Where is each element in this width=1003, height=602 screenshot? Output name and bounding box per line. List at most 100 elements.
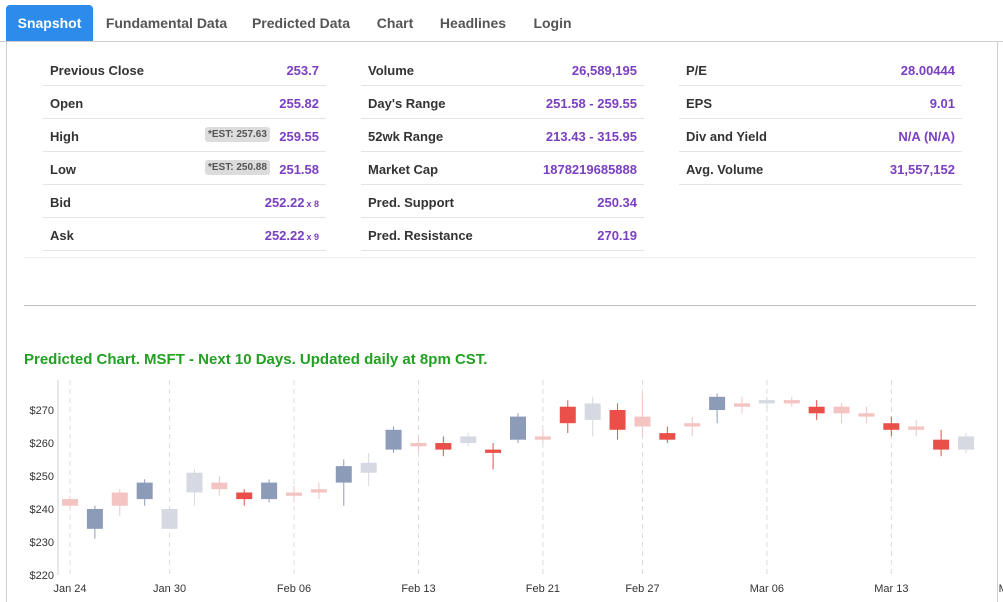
candle-body: [410, 443, 427, 447]
stat-row: Day's Range 251.58 - 259.55: [361, 85, 644, 119]
candle-body: [460, 436, 477, 443]
stat-label: Previous Close: [50, 63, 144, 78]
stat-row: Volume 26,589,195: [361, 52, 644, 86]
candle-body: [808, 406, 825, 414]
candle-body: [659, 433, 676, 440]
stat-value: N/A (N/A): [898, 129, 955, 144]
stat-label: High: [50, 129, 79, 144]
candle-body: [958, 436, 974, 450]
candle-body: [186, 472, 203, 493]
bid-price: 252.22: [264, 195, 305, 210]
candle-body: [435, 443, 452, 450]
candle-body: [933, 439, 950, 450]
y-tick-label: $240: [30, 504, 54, 516]
candle-body: [111, 492, 128, 506]
stat-label: Div and Yield: [686, 129, 767, 144]
stat-value: 31,557,152: [889, 162, 955, 177]
tab-snapshot[interactable]: Snapshot: [6, 5, 93, 41]
stat-label: Market Cap: [368, 162, 439, 177]
tab-fundamental-data[interactable]: Fundamental Data: [105, 15, 228, 31]
y-tick-label: $260: [30, 438, 54, 450]
x-tick-label: Feb 06: [277, 583, 311, 595]
candle-body: [584, 403, 601, 420]
stat-label: Pred. Resistance: [368, 228, 473, 243]
candle-body: [858, 413, 875, 417]
x-tick-label: Feb 13: [401, 583, 435, 595]
stat-row: P/E 28.00444: [679, 52, 962, 86]
stat-row: Market Cap 1878219685888: [361, 151, 644, 185]
stat-row: 52wk Range 213.43 - 315.95: [361, 118, 644, 152]
candle-body: [485, 449, 502, 453]
x-tick-label: Mar 20: [999, 583, 1003, 595]
stat-label: P/E: [686, 63, 707, 78]
candle-body: [783, 400, 800, 404]
stat-label: EPS: [686, 96, 713, 111]
stat-row: Avg. Volume 31,557,152: [679, 151, 962, 185]
candle-body: [758, 400, 775, 404]
ask-size: x 9: [306, 232, 319, 242]
stat-row: Low *EST: 250.88 251.58: [43, 151, 326, 185]
candle-body: [734, 403, 750, 407]
candle-body: [559, 406, 576, 424]
candle-body: [211, 482, 228, 490]
x-tick-label: Mar 06: [750, 583, 784, 595]
x-tick-label: Mar 13: [874, 583, 908, 595]
stat-row: Ask 252.22 x 9: [43, 217, 326, 251]
candle-body: [161, 509, 178, 529]
stat-value: 253.7: [286, 63, 319, 78]
candle-body: [709, 396, 726, 410]
y-tick-label: $220: [30, 570, 54, 582]
ask-price: 252.22: [264, 228, 305, 243]
y-tick-label: $230: [30, 537, 54, 549]
divider: [24, 305, 976, 306]
candle-body: [634, 416, 651, 427]
stat-value: 26,589,195: [571, 63, 637, 78]
x-tick-label: Jan 24: [53, 583, 86, 595]
stat-row: High *EST: 257.63 259.55: [43, 118, 326, 152]
candle-body: [684, 423, 701, 427]
stat-value: 251.58: [279, 162, 319, 177]
stat-value: 252.22 x 8: [265, 195, 319, 210]
stat-row: Open 255.82: [43, 85, 326, 119]
bid-size: x 8: [306, 199, 319, 209]
candle-body: [136, 482, 153, 500]
stat-row: Bid 252.22 x 8: [43, 184, 326, 218]
tab-headlines[interactable]: Headlines: [439, 15, 507, 31]
candle-body: [310, 489, 327, 493]
candle-body: [360, 462, 377, 473]
y-tick-label: $270: [30, 405, 54, 417]
stat-row: Pred. Resistance 270.19: [361, 217, 644, 251]
candle-body: [833, 406, 850, 414]
stat-row: Div and Yield N/A (N/A): [679, 118, 962, 152]
candle-body: [510, 416, 526, 440]
stat-value: 251.58 - 259.55: [545, 96, 637, 111]
candle-body: [62, 499, 78, 506]
tab-chart[interactable]: Chart: [376, 15, 414, 31]
stat-label: Pred. Support: [368, 195, 454, 210]
snapshot-panel: [6, 41, 998, 602]
stat-label: Avg. Volume: [686, 162, 764, 177]
candle-body: [883, 423, 900, 430]
tab-predicted-data[interactable]: Predicted Data: [251, 15, 351, 31]
stat-label: Ask: [50, 228, 74, 243]
chart-title: Predicted Chart. MSFT - Next 10 Days. Up…: [24, 351, 488, 368]
tab-login[interactable]: Login: [533, 15, 572, 31]
candle-body: [609, 410, 626, 430]
candle-body: [86, 509, 103, 529]
stat-label: Open: [50, 96, 84, 111]
stat-value: 9.01: [929, 96, 955, 111]
tab-bar: Snapshot Fundamental Data Predicted Data…: [0, 0, 1003, 42]
stat-row: Previous Close 253.7: [43, 52, 326, 86]
candle-body: [236, 492, 253, 500]
stat-label: Day's Range: [368, 96, 446, 111]
stat-value: 1878219685888: [543, 162, 637, 177]
candle-body: [534, 436, 551, 440]
x-tick-label: Jan 30: [153, 583, 186, 595]
stat-row: EPS 9.01: [679, 85, 962, 119]
candle-body: [286, 492, 302, 496]
stat-label: Bid: [50, 195, 71, 210]
candle-body: [261, 482, 278, 500]
candle-body: [908, 426, 925, 430]
candle-body: [335, 466, 352, 483]
